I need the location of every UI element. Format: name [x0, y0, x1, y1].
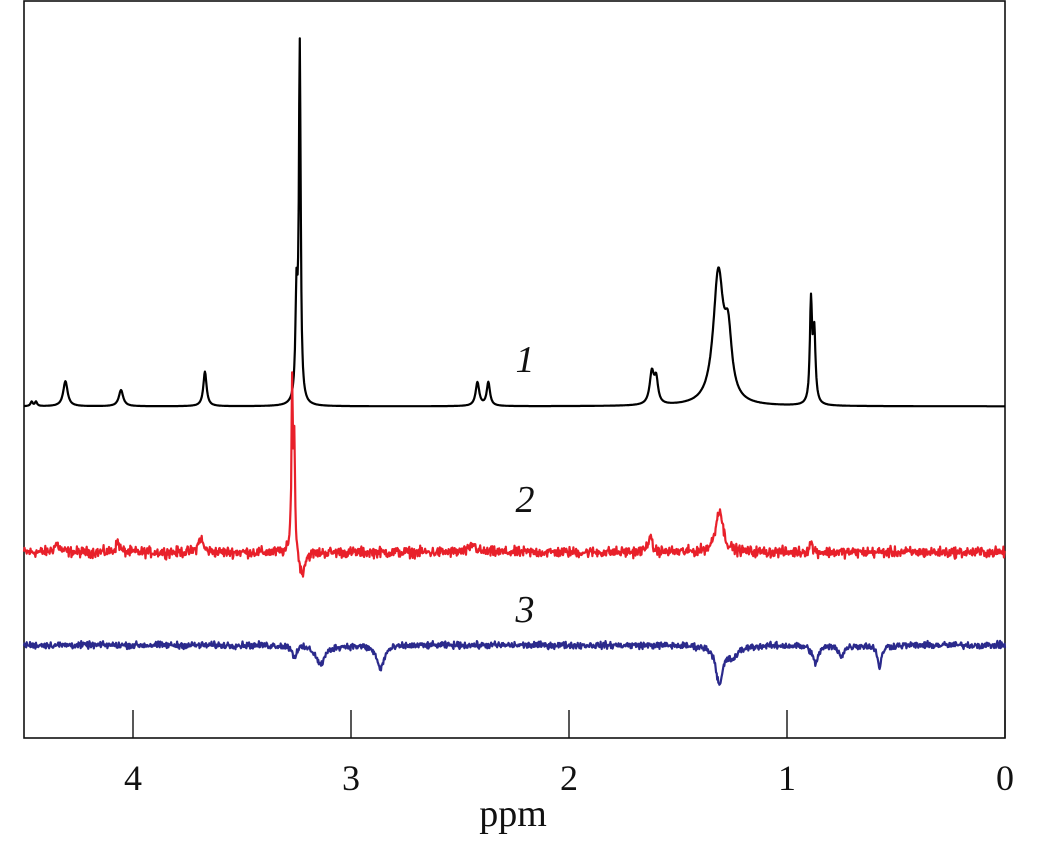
x-tick-label: 3 [342, 758, 360, 798]
spectrum-label-2: 2 [516, 479, 535, 521]
spectrum-label-3: 3 [515, 589, 535, 631]
x-axis-label: ppm [479, 793, 547, 835]
x-tick-label: 1 [778, 758, 796, 798]
spectrum-label-1: 1 [516, 339, 535, 381]
spectrum-line-1 [23, 37, 1006, 408]
x-tick-label: 2 [560, 758, 578, 798]
spectrum-line-2 [22, 371, 1006, 578]
plot-frame [23, 0, 1006, 739]
x-tick-label: 4 [124, 758, 142, 798]
spectrum-line-3 [22, 639, 1007, 686]
x-tick-label: 0 [996, 758, 1014, 798]
